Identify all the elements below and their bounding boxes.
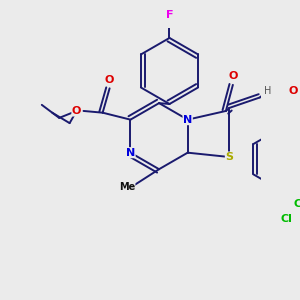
Text: Cl: Cl — [281, 214, 293, 224]
Text: N: N — [126, 148, 135, 158]
Text: Me: Me — [119, 182, 135, 192]
Text: Cl: Cl — [293, 199, 300, 209]
Text: F: F — [166, 10, 173, 20]
Text: N: N — [183, 115, 192, 124]
Text: O: O — [72, 106, 81, 116]
Text: S: S — [225, 152, 233, 162]
Text: O: O — [228, 71, 238, 81]
Text: O: O — [288, 86, 298, 96]
Text: H: H — [264, 85, 271, 95]
Text: O: O — [105, 75, 114, 85]
